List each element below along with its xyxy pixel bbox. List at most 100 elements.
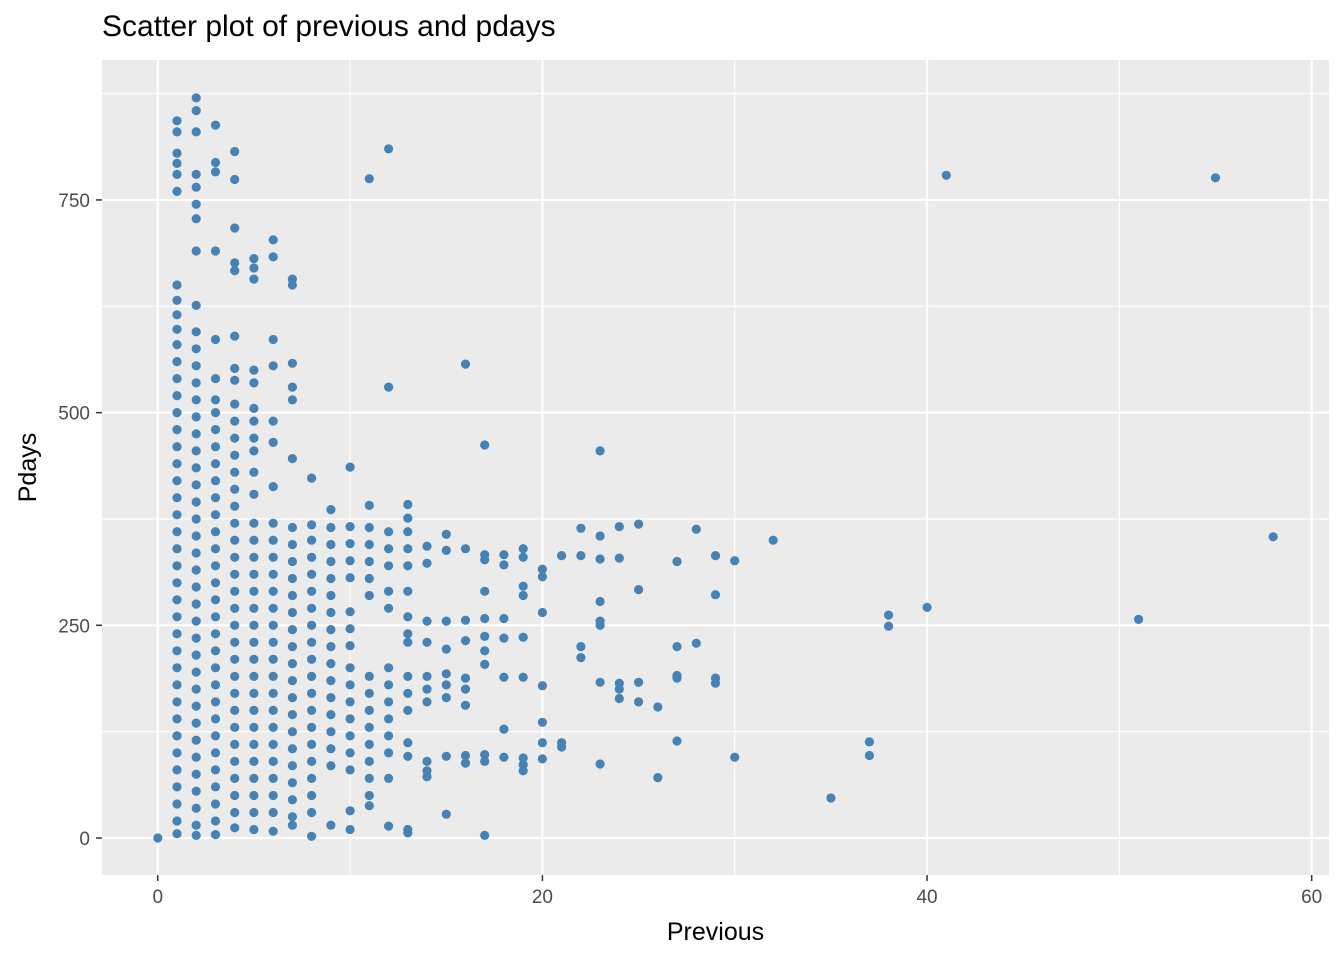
scatter-point (634, 519, 644, 529)
scatter-point (364, 790, 374, 801)
scatter-point (268, 826, 278, 836)
scatter-point (595, 759, 605, 769)
scatter-point (345, 748, 355, 758)
plot-panel (102, 60, 1329, 875)
scatter-point (172, 324, 182, 334)
scatter-point (364, 756, 374, 767)
scatter-point (191, 214, 201, 224)
scatter-point (268, 252, 278, 262)
scatter-point (614, 684, 624, 694)
scatter-point (172, 782, 182, 792)
scatter-point (172, 186, 182, 196)
scatter-point (210, 830, 221, 840)
scatter-point (287, 539, 297, 550)
scatter-point (172, 148, 182, 158)
scatter-point (480, 830, 490, 841)
scatter-point (210, 561, 221, 571)
scatter-point (210, 646, 221, 656)
scatter-point (691, 638, 701, 648)
scatter-point (249, 688, 259, 699)
scatter-point (345, 573, 355, 583)
scatter-point (364, 671, 374, 682)
scatter-point (230, 671, 240, 682)
scatter-point (230, 773, 240, 784)
scatter-point (403, 629, 413, 639)
scatter-point (191, 463, 201, 473)
scatter-point (287, 693, 297, 703)
scatter-point (384, 748, 394, 758)
scatter-point (403, 527, 413, 537)
scatter-point (191, 531, 201, 541)
scatter-point (249, 416, 259, 426)
scatter-point (364, 539, 374, 550)
scatter-point (384, 527, 394, 537)
y-tick-label: 500 (58, 404, 90, 425)
scatter-point (403, 828, 413, 838)
scatter-point (191, 752, 201, 762)
scatter-point (268, 334, 278, 345)
scatter-point (249, 671, 259, 682)
scatter-point (230, 620, 240, 630)
scatter-point (230, 552, 240, 562)
x-tick-label: 60 (1301, 887, 1322, 908)
scatter-point (307, 671, 317, 682)
scatter-point (230, 484, 240, 494)
scatter-point (537, 717, 548, 727)
scatter-point (249, 254, 259, 264)
scatter-point (172, 527, 182, 537)
scatter-point (191, 701, 201, 711)
scatter-point (230, 363, 240, 373)
scatter-point (287, 625, 297, 635)
scatter-point (576, 551, 586, 561)
scatter-point (249, 773, 259, 784)
scatter-point (1210, 173, 1221, 183)
scatter-point (364, 573, 374, 584)
scatter-point (268, 739, 278, 750)
scatter-point (249, 535, 259, 545)
scatter-point (384, 544, 394, 554)
scatter-point (422, 541, 432, 551)
scatter-point (230, 535, 240, 545)
scatter-point (287, 642, 297, 652)
scatter-point (499, 724, 509, 734)
scatter-point (287, 358, 297, 368)
scatter-point (576, 653, 586, 663)
scatter-point (191, 412, 201, 422)
scatter-point (191, 650, 201, 660)
scatter-point (326, 761, 336, 771)
scatter-point (210, 510, 221, 520)
scatter-point (345, 806, 355, 816)
scatter-point (345, 539, 355, 549)
scatter-point (384, 697, 394, 707)
scatter-point (480, 440, 490, 450)
scatter-point (191, 480, 201, 490)
scatter-point (230, 416, 240, 426)
scatter-point (403, 513, 413, 523)
scatter-point (364, 500, 374, 510)
scatter-point (172, 799, 182, 809)
scatter-point (634, 677, 644, 687)
scatter-point (480, 756, 490, 767)
scatter-point (730, 752, 740, 762)
scatter-point (403, 705, 413, 716)
scatter-point (172, 612, 182, 622)
scatter-point (268, 552, 278, 562)
x-tick-label: 0 (152, 887, 163, 908)
scatter-point (172, 765, 182, 775)
scatter-point (499, 613, 509, 624)
scatter-point (230, 518, 240, 528)
scatter-point (210, 663, 221, 673)
scatter-point (537, 607, 548, 618)
scatter-point (345, 607, 355, 617)
scatter-point (287, 820, 297, 830)
scatter-point (287, 522, 297, 533)
scatter-point (191, 616, 201, 626)
scatter-point (210, 714, 221, 724)
scatter-point (345, 556, 355, 566)
scatter-point (210, 476, 221, 486)
scatter-point (307, 739, 317, 750)
scatter-point (210, 493, 221, 503)
scatter-point (307, 473, 317, 483)
scatter-point (307, 773, 317, 784)
scatter-point (364, 773, 374, 784)
